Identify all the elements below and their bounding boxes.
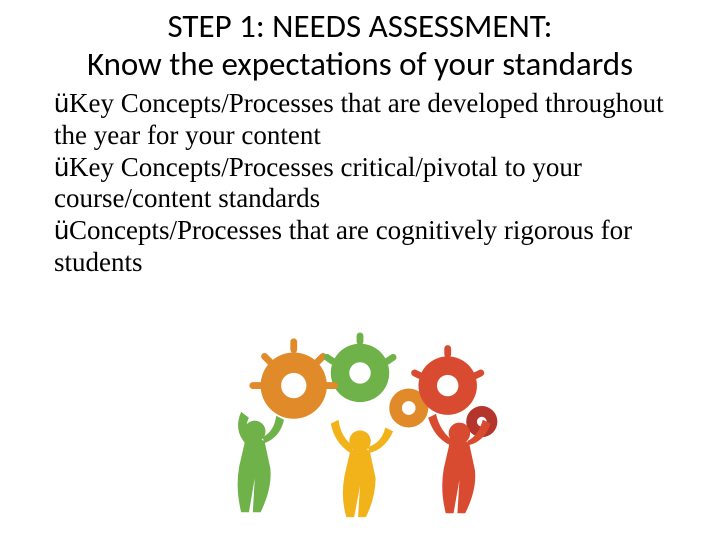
figure-left [238,412,284,512]
gear-icon [418,356,476,414]
bullet-text: Key Concepts/Processes that are develope… [54,88,664,150]
bullet-item: üConcepts/Processes that are cognitively… [54,215,670,279]
bullet-text: Key Concepts/Processes critical/pivotal … [54,152,582,214]
slide-title: STEP 1: NEEDS ASSESSMENT: Know the expec… [20,8,700,84]
gear-cluster [253,336,498,437]
gear-icon [331,344,389,402]
title-line-1: STEP 1: NEEDS ASSESSMENT: [20,8,700,46]
figures-gears-graphic [210,332,510,522]
bullet-text: Concepts/Processes that are cognitively … [54,215,632,277]
figure-middle [331,420,393,517]
checkmark-icon: ü [54,215,69,245]
bullet-item: üKey Concepts/Processes that are develop… [54,88,670,152]
bullet-item: üKey Concepts/Processes critical/pivotal… [54,152,670,216]
figure-right [428,414,490,513]
slide: STEP 1: NEEDS ASSESSMENT: Know the expec… [0,0,720,540]
checkmark-icon: ü [54,88,69,118]
bullet-list: üKey Concepts/Processes that are develop… [20,88,700,279]
title-line-2: Know the expectations of your standards [20,46,700,84]
checkmark-icon: ü [54,152,69,182]
